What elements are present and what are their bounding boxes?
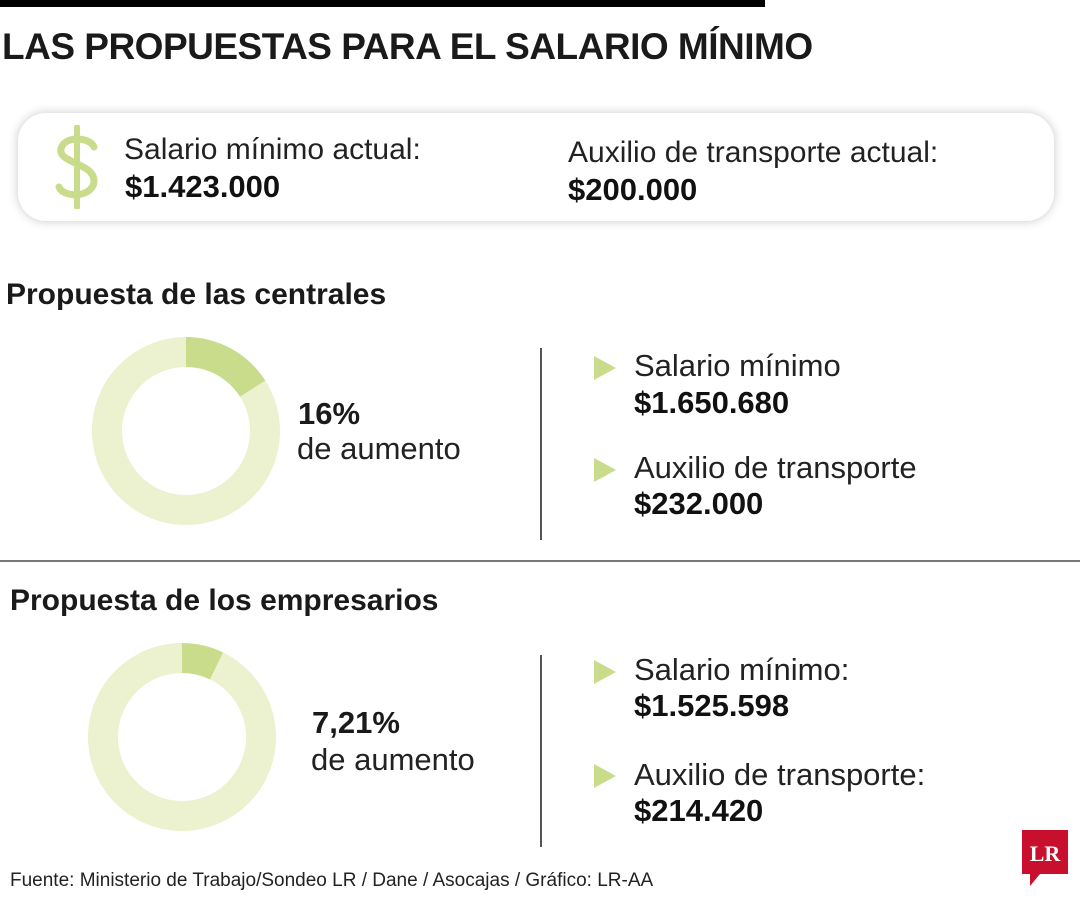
current-transport-label: Auxilio de transporte actual:: [568, 136, 939, 169]
empresarios-transport-label: Auxilio de transporte:: [634, 757, 926, 792]
arrow-right-icon: [594, 764, 616, 788]
section-title-centrales: Propuesta de las centrales: [6, 278, 387, 311]
donut-slice-rest: [87, 643, 276, 831]
donut-chart-empresarios: [87, 643, 276, 831]
svg-text:LR: LR: [1030, 841, 1062, 866]
donut-slice-increase: [182, 643, 224, 680]
dollar-icon: [55, 125, 98, 209]
centrales-salary-value: $1.650.680: [634, 385, 790, 420]
divider-vertical: [540, 655, 542, 847]
current-values-panel: Salario mínimo actual: $1.423.000 Auxili…: [18, 113, 1054, 221]
current-salary-label: Salario mínimo actual:: [124, 133, 421, 166]
lr-logo: LR: [1022, 830, 1068, 886]
current-transport-value: $200.000: [568, 172, 698, 207]
percent-caption-centrales: de aumento: [297, 431, 461, 466]
section-title-empresarios: Propuesta de los empresarios: [10, 584, 439, 617]
donut-slice-rest: [91, 337, 280, 525]
page-title: LAS PROPUESTAS PARA EL SALARIO MÍNIMO: [2, 26, 813, 67]
centrales-salary-label: Salario mínimo: [634, 348, 841, 383]
arrow-right-icon: [594, 660, 616, 684]
percent-caption-empresarios: de aumento: [311, 742, 475, 777]
empresarios-salary-value: $1.525.598: [634, 688, 790, 723]
divider-horizontal: [0, 560, 1080, 562]
centrales-transport-label: Auxilio de transporte: [634, 450, 917, 485]
centrales-transport-value: $232.000: [634, 486, 764, 521]
donut-slice-increase: [186, 337, 266, 397]
percent-label-empresarios: 7,21%: [312, 705, 400, 740]
top-rule: [0, 0, 765, 7]
current-salary-value: $1.423.000: [125, 169, 281, 204]
arrow-right-icon: [594, 356, 616, 380]
source-note: Fuente: Ministerio de Trabajo/Sondeo LR …: [10, 870, 654, 891]
divider-vertical: [540, 348, 542, 540]
arrow-right-icon: [594, 458, 616, 482]
donut-chart-centrales: [91, 337, 280, 525]
percent-label-centrales: 16%: [298, 396, 361, 431]
empresarios-salary-label: Salario mínimo:: [634, 652, 850, 687]
empresarios-transport-value: $214.420: [634, 793, 764, 828]
